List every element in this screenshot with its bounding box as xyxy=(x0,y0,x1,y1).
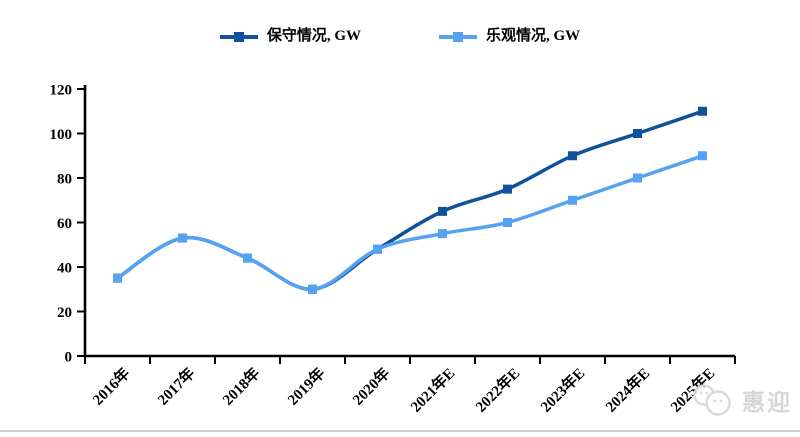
y-axis-label: 0 xyxy=(65,350,73,366)
series-0-marker xyxy=(438,206,447,216)
x-axis-label: 2017年 xyxy=(154,364,199,409)
series-0-marker xyxy=(698,106,707,116)
y-axis-label: 80 xyxy=(57,172,72,188)
legend-marker-optimistic-icon xyxy=(439,31,477,42)
series-1-marker xyxy=(698,151,707,161)
y-axis-label: 20 xyxy=(57,305,72,321)
x-axis-label: 2022年E xyxy=(472,364,524,416)
legend-item-conservative: 保守情况, GW xyxy=(219,28,361,44)
series-1-marker xyxy=(178,233,187,243)
series-1-marker xyxy=(113,273,122,283)
legend-square-swatch xyxy=(233,31,244,42)
watermark: 惠迎 xyxy=(690,383,792,417)
watermark-text: 惠迎 xyxy=(742,390,792,415)
series-0-marker xyxy=(568,151,577,161)
y-axis-label: 40 xyxy=(57,261,72,277)
series-0-marker xyxy=(503,184,512,194)
axis-lines xyxy=(83,85,735,358)
bottom-divider xyxy=(0,430,800,432)
legend-square-swatch xyxy=(453,31,463,42)
x-axis-label: 2019年 xyxy=(284,364,329,409)
legend-label-optimistic: 乐观情况, GW xyxy=(486,28,581,44)
y-axis-label: 60 xyxy=(57,216,72,232)
series-1-marker xyxy=(503,218,512,227)
x-axis-label: 2024年E xyxy=(602,364,654,416)
legend-marker-conservative-icon xyxy=(219,31,258,42)
legend-item-optimistic: 乐观情况, GW xyxy=(439,29,580,44)
legend: 保守情况, GW 乐观情况, GW xyxy=(0,29,800,44)
series-1-marker xyxy=(438,229,447,239)
legend-label-conservative: 保守情况, GW xyxy=(266,28,361,44)
chat-bubbles-logo-icon xyxy=(693,384,731,416)
series-1-marker xyxy=(243,253,252,263)
y-axis-label: 100 xyxy=(50,127,73,143)
series-1-marker xyxy=(568,195,577,205)
series-0-marker xyxy=(633,129,642,138)
x-axis-label: 2023年E xyxy=(537,364,589,416)
x-axis-label: 2020年 xyxy=(349,364,394,409)
series-1-marker xyxy=(633,173,642,183)
x-axis-label: 2018年 xyxy=(219,364,264,409)
series-1-marker xyxy=(373,244,382,254)
x-axis-label: 2016年 xyxy=(89,364,134,409)
y-axis-label: 120 xyxy=(50,83,73,99)
x-axis-label: 2021年E xyxy=(407,364,459,416)
series-1-marker xyxy=(308,284,317,294)
series-1-line xyxy=(115,154,705,292)
series-0-line xyxy=(115,109,705,292)
